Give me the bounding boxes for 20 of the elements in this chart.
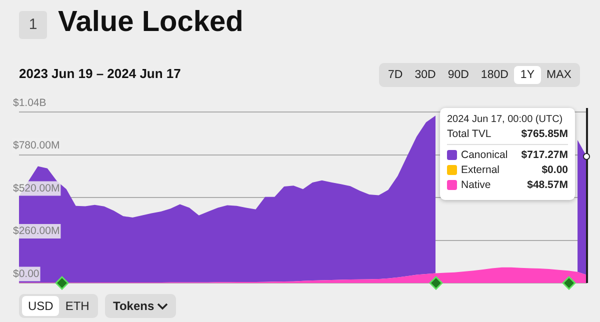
annotation: 2024 Jun 17, 00:00 (UTC) [447, 114, 564, 125]
annotation: $765.85M [521, 128, 568, 140]
text: 1 [19, 11, 47, 39]
y-tick-label: $520.00M [13, 182, 60, 194]
legend-label: Canonical [460, 149, 508, 161]
annotation: Total TVL [447, 128, 492, 140]
tokens-dropdown: Tokens [105, 294, 176, 318]
annotation: $717.27M [521, 149, 568, 161]
chart-subtitle: 2023 Jun 19 – 2024 Jun 17 [19, 66, 181, 81]
y-tick-label: $780.00M [13, 140, 60, 152]
time-range-selector: 7D 30D 90D 180D 1Y MAX [379, 63, 580, 87]
annotation: External [460, 164, 500, 176]
y-tick-label: $0.00 [13, 268, 40, 280]
annotation: $0.00 [542, 164, 568, 176]
y-tick-label: $1.04B [13, 96, 46, 109]
annotation: $48.57M [527, 179, 568, 191]
y-tick-label: $260.00M [13, 225, 60, 238]
legend-label: Native [460, 179, 491, 191]
chart-title: Value Locked [58, 6, 244, 39]
currency-toggle: USD ETH [19, 294, 98, 318]
